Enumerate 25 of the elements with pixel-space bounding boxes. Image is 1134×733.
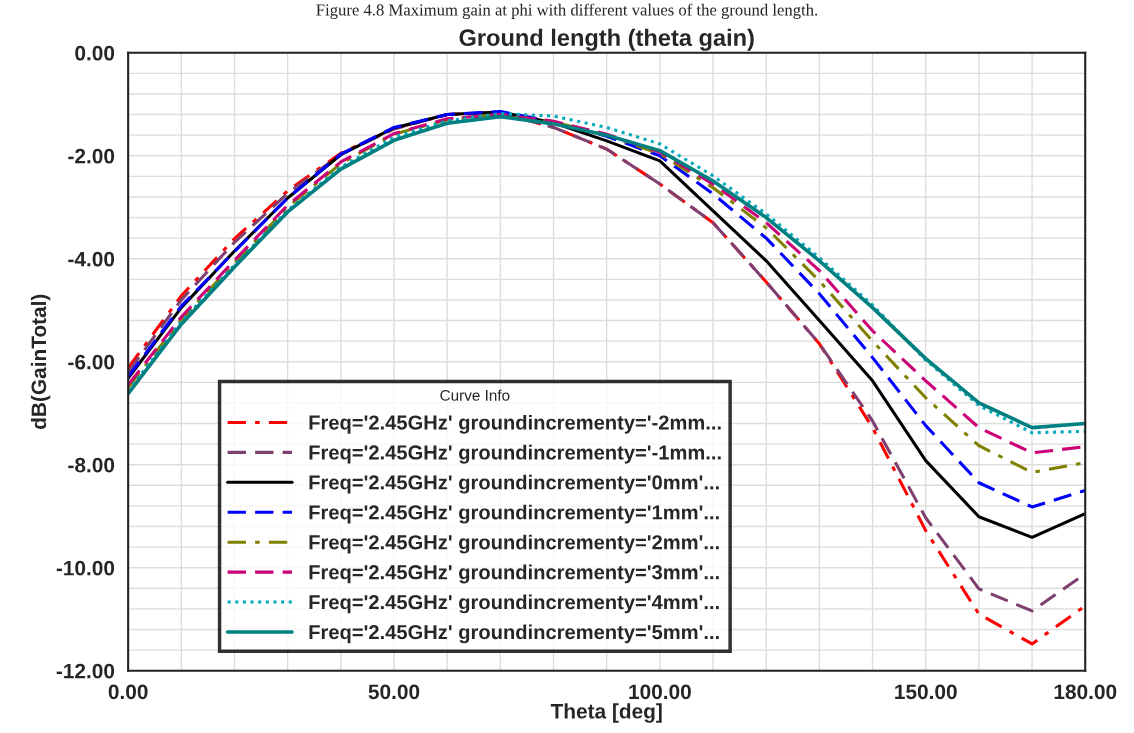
caption: Figure 4.8 Maximum gain at phi with different values of the ground length. (316, 3, 818, 19)
y-tick-label: -8.00 (68, 457, 115, 473)
legend-label: Freq='2.45GHz' groundincrementy='0mm'... (309, 474, 719, 494)
legend-label: Freq='2.45GHz' groundincrementy='3mm'... (309, 564, 719, 584)
chart-title: Ground length (theta gain) (459, 28, 754, 51)
x-tick-label: 150.00 (895, 684, 957, 700)
legend-label: Freq='2.45GHz' groundincrementy='4mm'... (309, 594, 719, 614)
y-axis-title: dB(GainTotal) (30, 294, 51, 429)
y-tick-label: 0.00 (75, 45, 115, 61)
legend-label: Freq='2.45GHz' groundincrementy='5mm'... (309, 624, 719, 644)
y-tick-label: -2.00 (68, 148, 115, 164)
y-tick-label: -10.00 (56, 560, 115, 576)
legend-title: Curve Info (440, 389, 510, 401)
x-tick-label: 180.00 (1054, 684, 1117, 700)
x-tick-label: 0.00 (108, 684, 148, 700)
x-tick-label: 100.00 (629, 684, 691, 700)
legend-label: Freq='2.45GHz' groundincrementy='-1mm... (309, 444, 721, 464)
legend-label: Freq='2.45GHz' groundincrementy='2mm'... (309, 534, 719, 554)
y-tick-label: -6.00 (68, 354, 115, 370)
y-tick-label: -4.00 (68, 251, 115, 267)
legend-label: Freq='2.45GHz' groundincrementy='-2mm... (309, 414, 721, 434)
x-tick-label: 50.00 (368, 684, 420, 700)
legend-label: Freq='2.45GHz' groundincrementy='1mm'... (309, 504, 719, 524)
y-tick-label: -12.00 (56, 663, 115, 679)
x-axis-title: Theta [deg] (550, 703, 662, 723)
